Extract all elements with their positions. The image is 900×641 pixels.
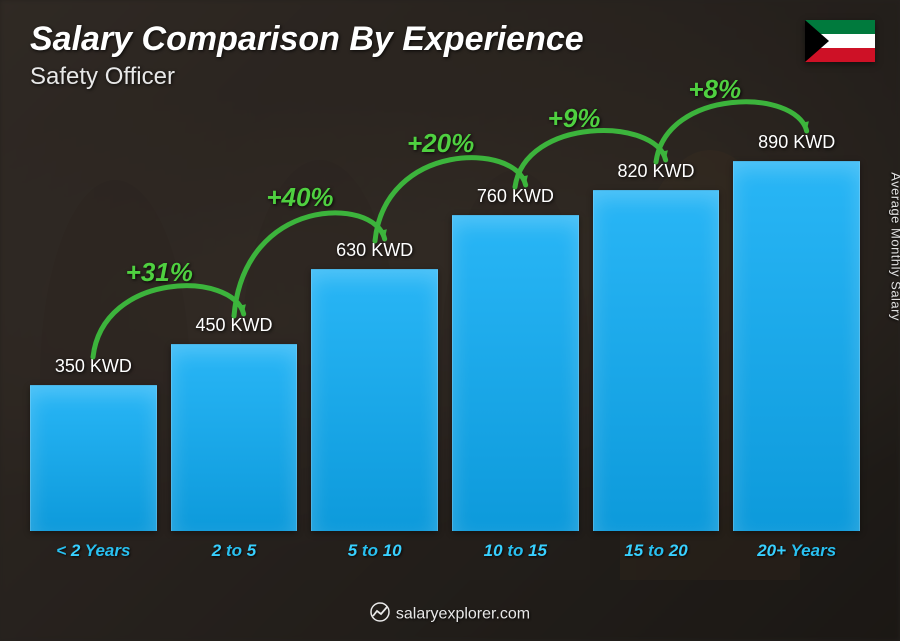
bar [311, 269, 438, 531]
bar [733, 161, 860, 531]
footer: salaryexplorer.com [0, 602, 900, 627]
x-axis-label: 20+ Years [733, 541, 860, 561]
chart-title: Salary Comparison By Experience [30, 20, 870, 59]
bars-container: 350 KWD 450 KWD 630 KWD 760 KWD 820 KWD 890 K… [30, 110, 860, 531]
footer-text: salaryexplorer.com [396, 606, 530, 623]
pct-increase-badge: +40% [266, 182, 333, 213]
bar [171, 344, 298, 531]
bar-value-label: 450 KWD [195, 315, 272, 336]
bar [452, 215, 579, 531]
bar-column: 890 KWD [733, 132, 860, 531]
bar-value-label: 890 KWD [758, 132, 835, 153]
bar-column: 820 KWD [593, 161, 720, 531]
x-axis-label: 10 to 15 [452, 541, 579, 561]
bar-column: 350 KWD [30, 356, 157, 531]
chart-subtitle: Safety Officer [30, 63, 870, 91]
pct-increase-badge: +9% [548, 103, 601, 134]
pct-increase-badge: +8% [688, 74, 741, 105]
bar-value-label: 350 KWD [55, 356, 132, 377]
bar [593, 190, 720, 531]
x-axis-label: 2 to 5 [171, 541, 298, 561]
country-flag-kuwait [805, 20, 875, 62]
bar-column: 760 KWD [452, 186, 579, 531]
pct-increase-badge: +20% [407, 128, 474, 159]
bar-value-label: 820 KWD [618, 161, 695, 182]
x-axis-labels: < 2 Years 2 to 5 5 to 10 10 to 15 15 to 20 20… [30, 541, 860, 561]
chart-area: 350 KWD 450 KWD 630 KWD 760 KWD 820 KWD 890 K… [30, 110, 860, 561]
bar [30, 385, 157, 531]
x-axis-label: 15 to 20 [593, 541, 720, 561]
bar-column: 630 KWD [311, 240, 438, 531]
logo-icon [370, 602, 390, 627]
flag-trapezoid-black [805, 20, 829, 62]
bar-value-label: 630 KWD [336, 240, 413, 261]
bar-column: 450 KWD [171, 315, 298, 531]
x-axis-label: < 2 Years [30, 541, 157, 561]
y-axis-label: Average Monthly Salary [889, 172, 900, 321]
bar-value-label: 760 KWD [477, 186, 554, 207]
x-axis-label: 5 to 10 [311, 541, 438, 561]
pct-increase-badge: +31% [126, 257, 193, 288]
content-container: Salary Comparison By Experience Safety O… [0, 0, 900, 641]
